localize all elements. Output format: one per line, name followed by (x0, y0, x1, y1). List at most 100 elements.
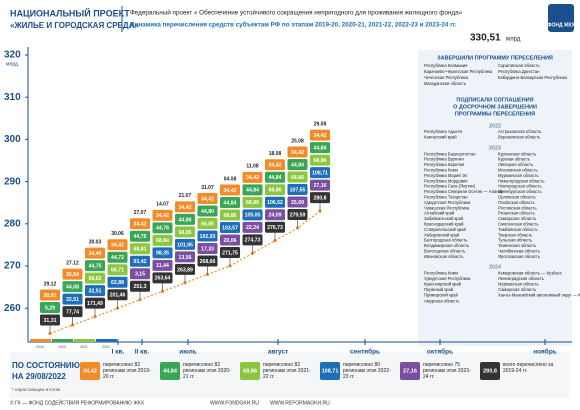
segment-box (175, 238, 195, 250)
segment-label: 101,95 (177, 242, 193, 248)
segment-box (220, 209, 240, 221)
region: Республика Дагестан (498, 69, 540, 74)
region: Чеченская Республика (424, 75, 469, 80)
segment-box (85, 297, 105, 309)
segment-label: 68,81 (134, 247, 147, 253)
segment-label: 68,71 (111, 268, 124, 274)
segment-label: 34,42 (314, 133, 327, 139)
segment-box (197, 255, 218, 267)
segment-label: 25,69 (291, 200, 304, 206)
legend-swatch (80, 362, 100, 380)
segment-label: 68,84 (156, 238, 169, 244)
month-label: октябрь (427, 348, 453, 356)
region: Курганская область (498, 151, 537, 156)
segment-label: 108,71 (312, 171, 328, 177)
segment-label: 280,8 (314, 196, 327, 202)
group-year: 2022 (489, 123, 501, 129)
legend-swatch (400, 362, 420, 380)
region: Пермский край (424, 287, 454, 292)
legend-text-box: перечислено 82 регионам этап 2019-20 гг. (103, 362, 151, 380)
segment-box (220, 184, 240, 196)
segment-label: 34,40 (89, 251, 102, 257)
y-tick-label: 270 (4, 261, 21, 272)
region: Республика Татарстан (424, 195, 468, 200)
region: Тюменская область (498, 243, 537, 248)
status: НА 29/08/2022 (12, 372, 66, 381)
region: Забайкальский край (424, 216, 464, 221)
segment-label: 34,42 (224, 188, 237, 194)
legend-text-box: всего перечислено за 2019-24 гг. (503, 362, 553, 374)
segment-label: 68,86 (291, 175, 304, 181)
total-unit: млрд (506, 37, 521, 43)
segment-box (265, 171, 285, 183)
segment-box (310, 129, 330, 141)
segment-box (265, 196, 285, 208)
region: Псковская область (498, 200, 536, 205)
month-label: июль (179, 349, 197, 356)
segment-label: 32,51 (66, 297, 79, 303)
project: НАЦИОНАЛЬНЫЙ ПРОЕКТ (10, 7, 130, 18)
segment-label: 106,52 (267, 200, 283, 206)
segment-box (85, 285, 105, 297)
segment-box (85, 260, 105, 272)
segment-box (310, 192, 330, 204)
segment-label: 34,42 (291, 150, 304, 156)
region: Мурманская область (498, 173, 540, 178)
y-axis-label: млрд. (6, 61, 19, 67)
date-label: 27.12 (66, 260, 79, 266)
segment-box (175, 213, 195, 225)
y-tick-label: 310 (4, 92, 21, 103)
legend-text-box: перечислено 82 регионам этап 2021-22 гг. (263, 362, 311, 380)
region: Ивановская область (424, 254, 464, 259)
region: Новгородская область (498, 184, 542, 189)
segment-label: 34,42 (134, 222, 147, 228)
segment-label: 30,91 (44, 293, 57, 299)
segment-label: 68,62 (89, 276, 102, 282)
region: Московская область (498, 168, 538, 173)
segment-label: 268,66 (200, 259, 216, 265)
legend-value: 34,42 (83, 368, 97, 374)
segment-box (40, 302, 60, 314)
year-bar (30, 339, 51, 342)
segment-label: 279,59 (290, 212, 306, 218)
legend-value: 68,86 (243, 368, 257, 374)
logo (548, 4, 574, 32)
segment-label: 31,31 (44, 318, 57, 324)
legend-text: перечислено 75 регионам этап 2023-24 гг. (423, 362, 471, 380)
region: Краснодарский край (424, 222, 464, 227)
segment-box (242, 196, 263, 208)
region: Республика Саха (Якутия) (424, 184, 476, 189)
segment-box (40, 289, 60, 301)
segment-label: 103,57 (222, 225, 238, 231)
region: Курская область (498, 157, 531, 162)
region: Тамбовская область (498, 227, 539, 232)
segment-box (62, 281, 83, 293)
region: Вологодская область (424, 249, 466, 254)
segment-box (130, 243, 150, 255)
segment-box (287, 184, 308, 196)
region: Чувашская Республика (424, 205, 470, 210)
segment-box (287, 146, 308, 158)
segment-label: 276,73 (267, 225, 283, 231)
segment-box (220, 234, 240, 246)
segment-label: 44,80 (201, 209, 214, 215)
segment-box (265, 184, 285, 196)
segment-label: 102,93 (200, 234, 216, 240)
region: Приморский край (424, 293, 458, 298)
segment-label: 93,42 (134, 259, 147, 265)
segment-label: 44,75 (89, 264, 102, 270)
region: Удмуртская Республика (424, 200, 471, 205)
segment-label: 44,84 (269, 175, 282, 181)
region: Республика Адыгея (424, 129, 462, 134)
year-bar (52, 339, 73, 342)
month-label: сентябрь (350, 348, 380, 356)
segment-box (107, 264, 128, 276)
segment-label: 34,42 (111, 243, 124, 249)
region: Карачаево-Черкесская Республика (424, 69, 493, 74)
segment-box (62, 306, 83, 318)
segment-label: 68,86 (246, 200, 259, 206)
site: WWW.FONDGKH.RU (210, 400, 259, 406)
region: Самарская область (498, 216, 537, 221)
segment-box (152, 234, 173, 246)
region: Нижегородская область (498, 178, 545, 183)
